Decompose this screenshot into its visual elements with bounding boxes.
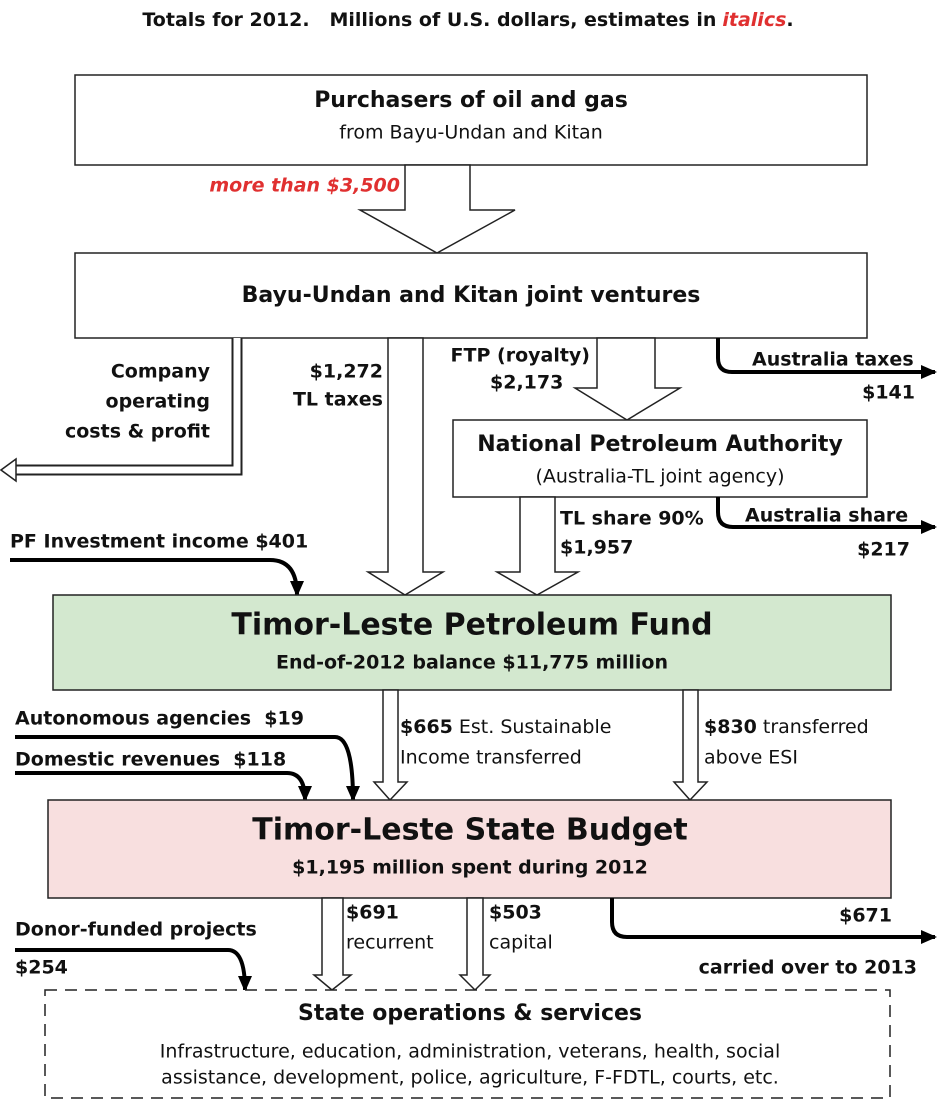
header-end: . [786, 9, 793, 31]
australia-share-label: Australia share [745, 505, 908, 527]
company-arrow-head [0, 457, 17, 483]
domestic-label: Domestic revenues $118 [15, 749, 286, 771]
npa-box [452, 419, 868, 498]
domestic-arrow [15, 771, 312, 802]
above-esi-text: above ESI [704, 747, 798, 769]
petroleum-fund-title: Timor-Leste Petroleum Fund [231, 608, 712, 643]
header-emphasis: italics [722, 9, 786, 31]
header: Totals for 2012. Millions of U.S. dollar… [142, 9, 793, 31]
carryover-arrow [610, 898, 937, 944]
ftp-label: FTP (royalty) [451, 345, 590, 367]
autonomous-label: Autonomous agencies $19 [15, 708, 304, 730]
pf-investment-label: PF Investment income $401 [10, 531, 308, 553]
state-budget-subtitle: $1,195 million spent during 2012 [292, 857, 648, 879]
ftp-arrow [572, 337, 683, 421]
donor-arrow [15, 948, 252, 992]
header-text: Totals for 2012. Millions of U.S. dollar… [142, 9, 716, 31]
state-operations-box [44, 989, 891, 1099]
company-arrow-fill [14, 338, 241, 474]
ftp-amount: $2,173 [490, 372, 563, 394]
tl-share-arrow [494, 496, 581, 596]
state-operations-title: State operations & services [298, 1001, 642, 1026]
joint-ventures-title: Bayu-Undan and Kitan joint ventures [242, 283, 701, 308]
esi-arrow [372, 689, 409, 802]
state-budget-box [47, 799, 892, 899]
australia-taxes-arrow [716, 338, 937, 379]
tl-taxes-label: TL taxes [293, 389, 383, 411]
petroleum-fund-box [52, 594, 892, 691]
npa-title: National Petroleum Authority [477, 432, 843, 457]
purchasers-subtitle: from Bayu-Undan and Kitan [339, 122, 602, 144]
state-budget-title: Timor-Leste State Budget [252, 813, 688, 848]
capital-label: capital [489, 932, 553, 954]
carryover-label: carried over to 2013 [699, 957, 917, 979]
esi-label: $665 Est. Sustainable [400, 716, 611, 738]
capital-amount: $503 [489, 902, 542, 924]
above-esi-label: $830 transferred [704, 716, 869, 738]
sales-label: more than $3,500 [209, 175, 400, 197]
recurrent-amount: $691 [346, 902, 399, 924]
above-esi-amount: $830 [704, 716, 757, 738]
purchasers-title: Purchasers of oil and gas [314, 88, 628, 113]
capital-arrow [458, 897, 492, 992]
purchasers-box [74, 74, 868, 166]
sales-arrow [357, 164, 516, 254]
tl-share-label: TL share 90% [560, 508, 704, 530]
donor-amount: $254 [15, 957, 68, 979]
state-operations-text: Infrastructure, education, administratio… [160, 1041, 780, 1063]
recurrent-arrow [311, 897, 354, 991]
australia-share-amount: $217 [857, 539, 910, 561]
company-label: operating [106, 391, 210, 413]
australia-share-arrow [716, 497, 937, 534]
above-esi-arrow [672, 689, 709, 802]
pf-investment-arrow [10, 558, 304, 597]
autonomous-arrow [15, 735, 360, 802]
joint-ventures-box [74, 252, 868, 339]
carryover-amount: $671 [839, 905, 892, 927]
tl-taxes-arrow [365, 337, 446, 596]
company-label: Company [111, 361, 211, 383]
state-operations-text: assistance, development, police, agricul… [161, 1067, 779, 1089]
npa-subtitle: (Australia-TL joint agency) [535, 466, 784, 488]
company-label: costs & profit [65, 421, 210, 443]
recurrent-label: recurrent [346, 932, 434, 954]
esi-amount: $665 [400, 716, 453, 738]
tl-share-amount: $1,957 [560, 537, 633, 559]
australia-taxes-amount: $141 [862, 382, 915, 404]
australia-taxes-label: Australia taxes [752, 349, 914, 371]
esi-text: Income transferred [400, 747, 582, 769]
tl-taxes-amount: $1,272 [310, 361, 383, 383]
esi-text: Est. Sustainable [459, 716, 612, 738]
above-esi-text: transferred [763, 716, 869, 738]
petroleum-fund-subtitle: End-of-2012 balance $11,775 million [276, 652, 668, 674]
donor-label: Donor-funded projects [15, 919, 257, 941]
